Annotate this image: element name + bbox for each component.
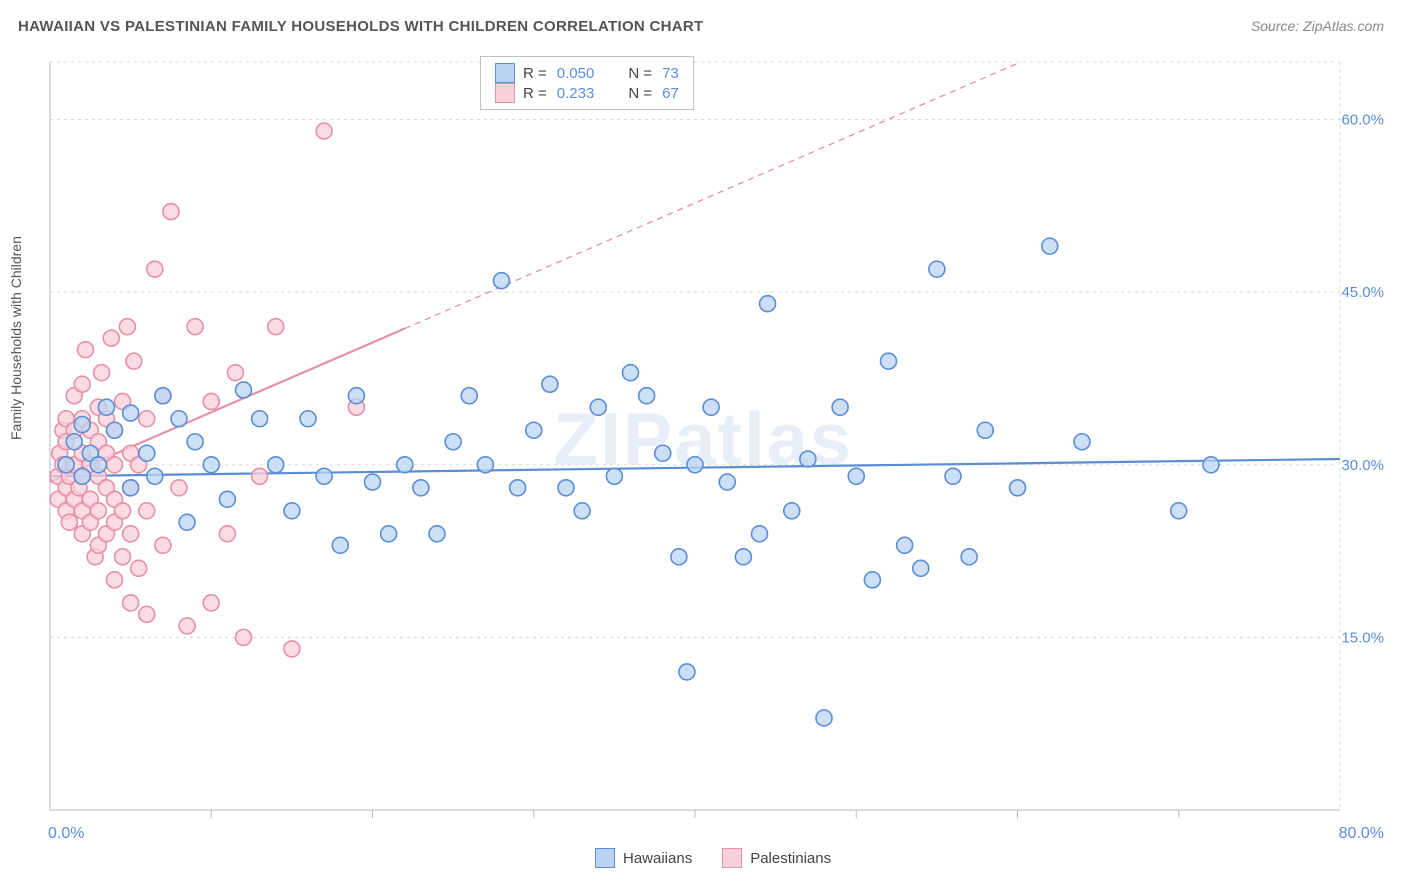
swatch-blue-icon (595, 848, 615, 868)
svg-text:60.0%: 60.0% (1341, 112, 1384, 129)
source-attribution: Source: ZipAtlas.com (1251, 18, 1384, 34)
swatch-pink-icon (722, 848, 742, 868)
legend-item-palestinians: Palestinians (722, 848, 831, 868)
svg-text:80.0%: 80.0% (1339, 825, 1384, 840)
n-value: 73 (662, 65, 679, 82)
legend-label: Palestinians (750, 850, 831, 867)
stats-legend: R = 0.050 N = 73 R = 0.233 N = 67 (480, 56, 694, 110)
y-axis-label: Family Households with Children (8, 236, 24, 440)
n-value: 67 (662, 85, 679, 102)
swatch-blue-icon (495, 63, 515, 83)
svg-text:30.0%: 30.0% (1341, 457, 1384, 474)
legend-item-hawaiians: Hawaiians (595, 848, 692, 868)
scatter-chart: 15.0% 30.0% 45.0% 60.0% 0.0% 80.0% (40, 50, 1390, 840)
r-label: R = (523, 85, 547, 102)
r-value: 0.233 (557, 85, 595, 102)
stats-row-hawaiians: R = 0.050 N = 73 (495, 63, 679, 83)
svg-text:15.0%: 15.0% (1341, 629, 1384, 646)
series-legend: Hawaiians Palestinians (595, 848, 831, 868)
r-value: 0.050 (557, 65, 595, 82)
svg-text:0.0%: 0.0% (48, 825, 84, 840)
n-label: N = (628, 65, 652, 82)
r-label: R = (523, 65, 547, 82)
n-label: N = (628, 85, 652, 102)
legend-label: Hawaiians (623, 850, 692, 867)
svg-text:45.0%: 45.0% (1341, 284, 1384, 301)
chart-title: HAWAIIAN VS PALESTINIAN FAMILY HOUSEHOLD… (18, 18, 704, 35)
swatch-pink-icon (495, 83, 515, 103)
stats-row-palestinians: R = 0.233 N = 67 (495, 83, 679, 103)
